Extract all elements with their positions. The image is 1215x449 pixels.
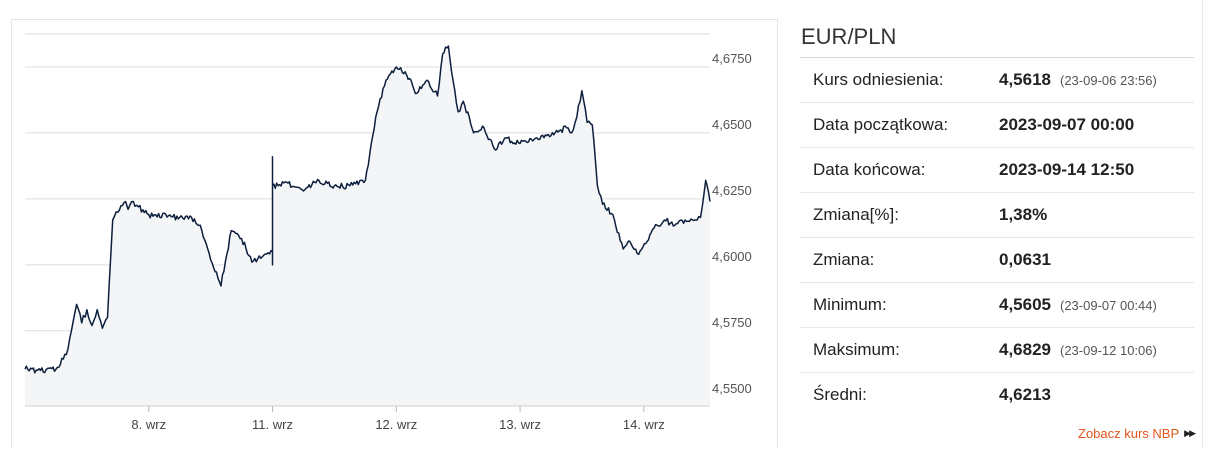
- info-label: Data końcowa:: [813, 160, 926, 179]
- y-tick-label: 4,6500: [712, 117, 752, 132]
- info-label: Zmiana:: [813, 250, 875, 269]
- x-tick-label: 14. wrz: [623, 417, 665, 432]
- chart-container: 8. wrz 11. wrz 12. wrz 13. wrz 14. wrz 4,550…: [11, 19, 778, 448]
- panel-title: EUR/PLN: [800, 20, 1194, 58]
- chart-canvas: 8. wrz 11. wrz 12. wrz 13. wrz 14. wrz 4,550…: [24, 33, 752, 432]
- info-timestamp: (23-09-12 10:06): [1060, 342, 1157, 358]
- info-value: 4,6829: [999, 340, 1051, 359]
- x-tick-label: 13. wrz: [499, 417, 541, 432]
- x-tick-label: 11. wrz: [252, 417, 293, 432]
- x-tick-label: 8. wrz: [131, 417, 166, 432]
- x-axis: 8. wrz 11. wrz 12. wrz 13. wrz 14. wrz: [25, 405, 710, 432]
- info-value: 4,5618: [999, 70, 1051, 89]
- info-label: Data początkowa:: [813, 115, 949, 134]
- info-row-end-date: Data końcowa: 2023-09-14 12:50: [800, 148, 1194, 193]
- info-value: 2023-09-14 12:50: [999, 160, 1135, 179]
- double-arrow-right-icon: ▶▶: [1184, 428, 1196, 438]
- y-tick-label: 4,6250: [712, 183, 752, 198]
- info-label: Kurs odniesienia:: [813, 70, 944, 89]
- info-value: 2023-09-07 00:00: [999, 115, 1135, 134]
- info-row-maximum: Maksimum: 4,6829 (23-09-12 10:06): [800, 328, 1194, 373]
- info-timestamp: (23-09-06 23:56): [1060, 72, 1157, 88]
- nbp-rate-link[interactable]: Zobacz kurs NBP ▶▶: [1078, 426, 1196, 441]
- series-area: [25, 46, 710, 406]
- y-tick-label: 4,6000: [712, 249, 752, 264]
- info-row-reference: Kurs odniesienia: 4,5618 (23-09-06 23:56…: [800, 58, 1194, 103]
- info-value: 4,5605: [999, 295, 1051, 314]
- rate-info-panel: EUR/PLN Kurs odniesienia: 4,5618 (23-09-…: [800, 20, 1194, 417]
- info-table: Kurs odniesienia: 4,5618 (23-09-06 23:56…: [800, 58, 1194, 417]
- info-timestamp: (23-09-07 00:44): [1060, 297, 1157, 313]
- nbp-link-label: Zobacz kurs NBP: [1078, 426, 1180, 441]
- info-label: Zmiana[%]:: [813, 205, 899, 224]
- series-line: [24, 45, 711, 374]
- y-tick-label: 4,5500: [712, 381, 752, 396]
- info-value: 0,0631: [999, 250, 1051, 269]
- info-label: Minimum:: [813, 295, 887, 314]
- info-label: Średni:: [813, 385, 867, 404]
- info-row-change: Zmiana: 0,0631: [800, 238, 1194, 283]
- info-row-start-date: Data początkowa: 2023-09-07 00:00: [800, 103, 1194, 148]
- info-value: 1,38%: [999, 205, 1048, 224]
- y-tick-label: 4,5750: [712, 315, 752, 330]
- scrollbar[interactable]: [1202, 0, 1215, 448]
- info-label: Maksimum:: [813, 340, 900, 359]
- info-row-average: Średni: 4,6213: [800, 373, 1194, 417]
- x-tick-label: 12. wrz: [375, 417, 417, 432]
- y-tick-label: 4,6750: [712, 51, 752, 66]
- info-row-change-pct: Zmiana[%]: 1,38%: [800, 193, 1194, 238]
- info-value: 4,6213: [999, 385, 1051, 404]
- y-axis: 4,5500 4,5750 4,6000 4,6250 4,6500 4,6750: [712, 51, 752, 396]
- info-row-minimum: Minimum: 4,5605 (23-09-07 00:44): [800, 283, 1194, 328]
